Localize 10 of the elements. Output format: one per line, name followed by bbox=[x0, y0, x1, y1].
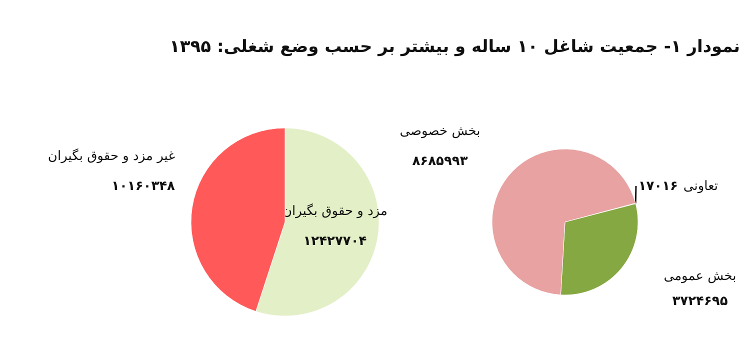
data-label: ۱۲۴۲۷۷۰۴ bbox=[303, 234, 367, 249]
slice-label: غیر مزد و حقوق بگیران bbox=[48, 148, 176, 164]
slice-label: تعاونی bbox=[683, 179, 718, 194]
data-label: ۳۷۲۴۶۹۵ bbox=[672, 294, 728, 309]
slice-label: بخش عمومی bbox=[664, 269, 736, 284]
data-label: ۱۷۰۱۶ bbox=[638, 179, 678, 194]
data-label: ۸۶۸۵۹۹۳ bbox=[412, 154, 468, 169]
text: نمودار ۱- جمعیت شاغل ۱۰ ساله و بیشتر بر حسب وضع شغلی: ۱۳۹۵ bbox=[170, 37, 740, 57]
slice-label: بخش خصوصی bbox=[400, 124, 480, 139]
data-label: ۱۰۱۶۰۳۴۸ bbox=[112, 179, 176, 194]
